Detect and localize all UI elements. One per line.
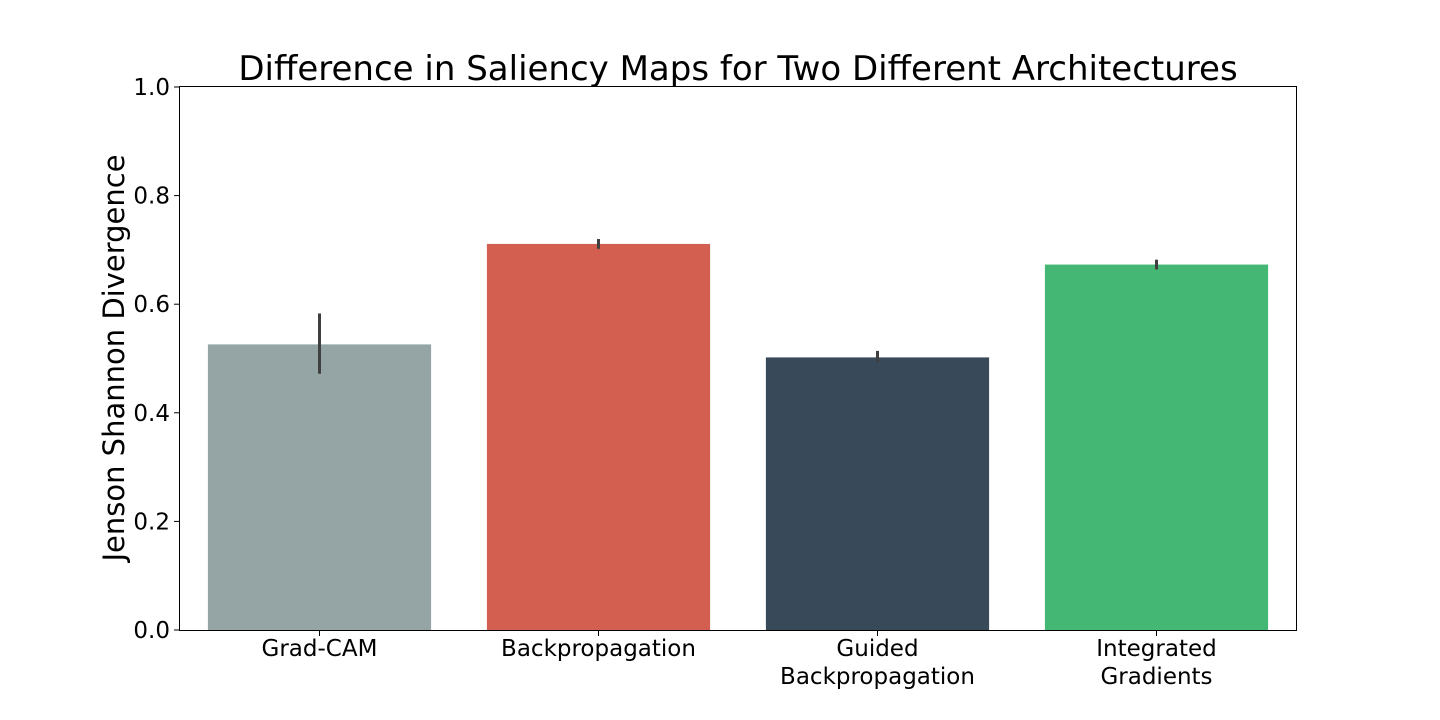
bar-0: [207, 344, 432, 630]
bar-1: [486, 243, 711, 630]
y-tick-label-0: 0.0: [133, 618, 170, 644]
y-tick-label-1: 0.2: [133, 509, 170, 535]
plot-frame: [179, 86, 1297, 631]
y-tick-label-5: 1.0: [133, 75, 170, 101]
bar-3: [1044, 264, 1269, 630]
bars-group: [207, 243, 1269, 630]
x-axis-ticks: Grad-CAM Backpropagation GuidedBackpropaga…: [262, 630, 1217, 690]
error-bars-group: [318, 239, 1158, 374]
x-tick-label-3-1: Gradients: [1100, 664, 1212, 690]
bar-2: [765, 357, 990, 630]
y-tick-label-3: 0.6: [133, 292, 170, 318]
x-tick-label-0-0: Grad-CAM: [262, 636, 378, 662]
y-axis-label: Jenson Shannon Divergence: [97, 154, 131, 563]
x-tick-label-3-0: Integrated: [1096, 636, 1216, 662]
x-tick-label-2-0: Guided: [836, 636, 918, 662]
chart-title: Difference in Saliency Maps for Two Diff…: [238, 49, 1237, 89]
y-tick-label-4: 0.8: [133, 184, 170, 210]
x-tick-label-1-0: Backpropagation: [501, 636, 696, 662]
y-axis-ticks: 0.0 0.2 0.4 0.6 0.8 1.0: [133, 75, 180, 644]
y-tick-label-2: 0.4: [133, 401, 170, 427]
x-tick-label-2-1: Backpropagation: [780, 664, 975, 690]
